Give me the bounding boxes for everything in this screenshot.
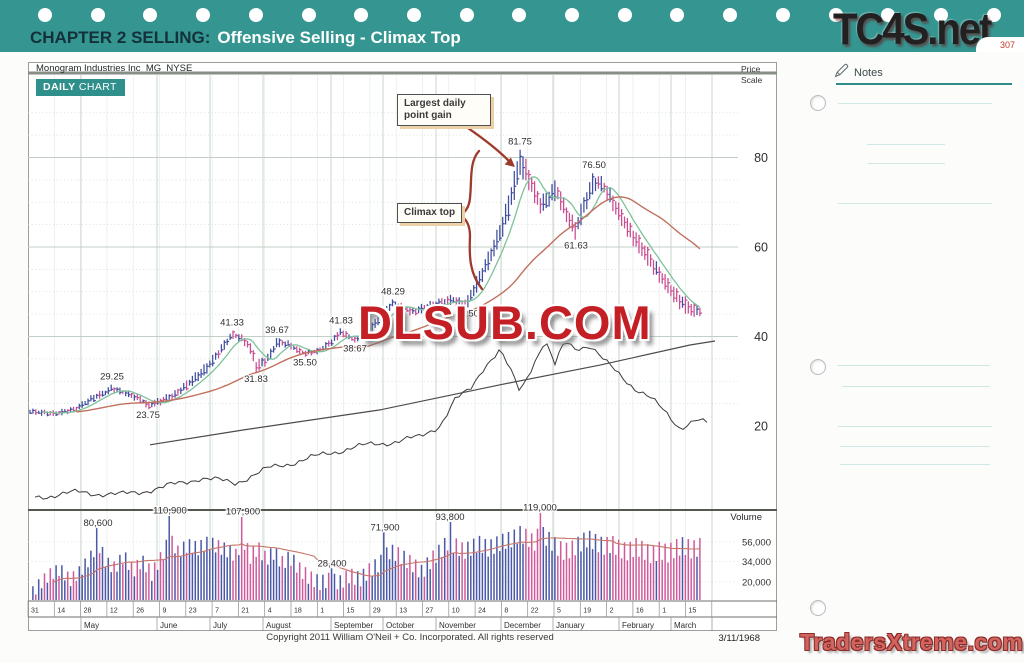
binder-dot <box>301 8 316 22</box>
binder-dot <box>723 8 738 22</box>
badge-bold: DAILY <box>43 81 76 93</box>
binder-dot <box>38 8 52 22</box>
binder-hole <box>810 359 826 375</box>
price-scale-label: Price Scale <box>741 64 763 85</box>
note-line <box>842 386 990 387</box>
callout-climax-top: Climax top <box>397 203 463 223</box>
note-line <box>838 103 992 104</box>
binder-dot <box>143 8 158 22</box>
binder-dot <box>617 8 632 22</box>
dlsub-watermark: DLSUB.COM <box>358 296 652 349</box>
note-line <box>840 464 990 465</box>
binder-hole <box>810 600 826 616</box>
chapter-label: CHAPTER 2 SELLING: <box>30 28 211 47</box>
chart-date: 3/11/1968 <box>718 633 760 644</box>
binder-dot <box>512 8 527 22</box>
binder-dot <box>459 8 474 22</box>
note-line <box>837 365 990 366</box>
header-band: CHAPTER 2 SELLING: Offensive Selling - Cl… <box>0 0 1024 52</box>
binder-dot <box>828 8 843 22</box>
chart-title: Monogram Industries Inc MG NYSE <box>36 63 193 74</box>
chapter-heading: CHAPTER 2 SELLING: Offensive Selling - Cl… <box>30 28 461 48</box>
binder-dot <box>90 8 105 22</box>
callout-largest-gain: Largest daily point gain <box>397 94 491 126</box>
binder-dot <box>775 8 790 22</box>
pencil-icon <box>834 63 849 78</box>
copyright-text: Copyright 2011 William O'Neil + Co. Inco… <box>266 632 554 643</box>
binder-dot <box>248 8 263 22</box>
volume-axis-label: Volume <box>730 512 762 523</box>
binder-dot <box>881 8 896 22</box>
binder-dot <box>565 8 579 22</box>
binder-dot <box>670 8 685 22</box>
note-line <box>868 163 945 164</box>
chapter-title: Offensive Selling - Climax Top <box>217 28 461 47</box>
page-number: 307 <box>976 37 1024 52</box>
notes-header: Notes <box>833 62 883 79</box>
binder-hole <box>810 95 826 111</box>
tradersxtreme-watermark: TradersXtreme.com <box>800 629 1024 655</box>
note-line <box>840 446 990 447</box>
binder-dot <box>986 8 1001 22</box>
note-line <box>867 144 945 145</box>
binder-dot <box>933 8 948 22</box>
tc4s-logo: TC4S.net <box>833 5 992 55</box>
binder-dot <box>196 8 211 22</box>
daily-chart-badge: DAILY CHART <box>36 79 125 96</box>
binder-dot <box>354 8 369 22</box>
note-line <box>838 426 992 427</box>
note-line <box>838 203 992 204</box>
notes-label: Notes <box>854 67 883 79</box>
badge-rest: CHART <box>75 81 117 93</box>
notes-underline <box>836 83 1012 85</box>
binder-dot <box>406 8 421 22</box>
